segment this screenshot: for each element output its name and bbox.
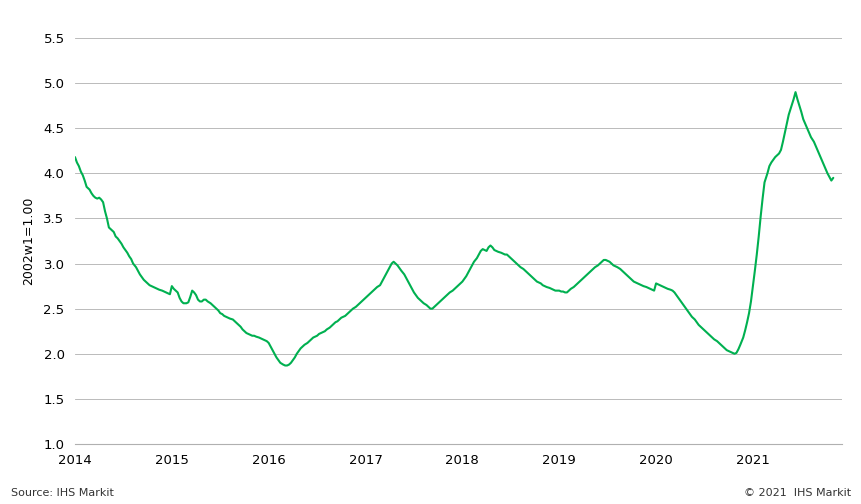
Y-axis label: 2002w1=1.00: 2002w1=1.00 bbox=[22, 197, 35, 285]
Text: IHS Markit Materials  Price Index: IHS Markit Materials Price Index bbox=[11, 14, 309, 28]
Text: Source: IHS Markit: Source: IHS Markit bbox=[11, 488, 114, 498]
Text: © 2021  IHS Markit: © 2021 IHS Markit bbox=[743, 488, 850, 498]
